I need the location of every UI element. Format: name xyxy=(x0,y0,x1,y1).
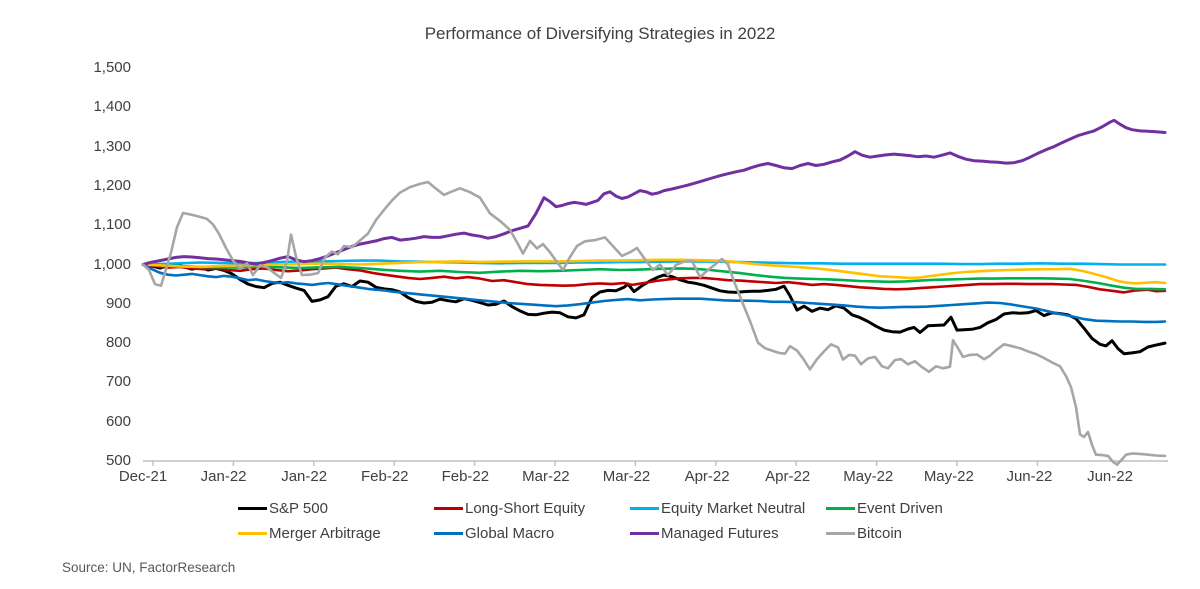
x-tick-label: May-22 xyxy=(923,468,974,485)
y-tick-label: 1,300 xyxy=(93,137,131,155)
legend-label: Equity Market Neutral xyxy=(661,500,806,517)
legend-swatch-icon xyxy=(434,506,463,511)
legend-item-equity-market-neutral: Equity Market Neutral xyxy=(630,500,826,517)
x-tick-label: Mar-22 xyxy=(602,468,651,485)
y-tick-label: 500 xyxy=(105,452,131,469)
y-tick-label: 1,400 xyxy=(93,98,131,116)
x-tick-label: Feb-22 xyxy=(360,468,409,485)
y-tick-label: 800 xyxy=(105,334,131,352)
x-tick-label: Jan-22 xyxy=(200,468,247,485)
legend-item-bitcoin: Bitcoin xyxy=(826,525,1008,542)
legend-item-s-p-500: S&P 500 xyxy=(238,500,434,517)
y-tick-label: 1,000 xyxy=(93,255,131,273)
series-line-bitcoin xyxy=(141,180,1167,466)
x-tick-label: Jan-22 xyxy=(281,468,328,485)
x-tick-label: Mar-22 xyxy=(522,468,570,485)
y-tick-label: 1,200 xyxy=(93,176,131,194)
legend-item-long-short-equity: Long-Short Equity xyxy=(434,500,630,517)
legend-item-merger-arbitrage: Merger Arbitrage xyxy=(238,525,434,542)
x-tick-label: May-22 xyxy=(843,468,894,485)
series-line-long-short-equity xyxy=(141,263,1167,294)
legend-swatch-icon xyxy=(630,506,659,511)
y-tick-label: 700 xyxy=(105,373,131,391)
legend-label: Event Driven xyxy=(857,500,943,517)
y-tick-label: 1,100 xyxy=(93,216,131,234)
legend-label: Global Macro xyxy=(465,525,555,542)
legend-label: Managed Futures xyxy=(661,525,779,542)
legend-swatch-icon xyxy=(826,531,855,536)
x-tick-label: Feb-22 xyxy=(441,468,490,485)
series-line-merger-arbitrage xyxy=(141,258,1167,285)
series-line-event-driven xyxy=(141,263,1167,291)
legend-label: S&P 500 xyxy=(269,500,328,517)
x-tick-label: Dec-21 xyxy=(118,468,168,485)
legend-swatch-icon xyxy=(434,531,463,536)
x-tick-label: Jun-22 xyxy=(1087,468,1133,485)
legend-item-global-macro: Global Macro xyxy=(434,525,630,542)
legend-item-event-driven: Event Driven xyxy=(826,500,1008,517)
x-tick-label: Apr-22 xyxy=(765,468,811,485)
x-tick-label: Jun-22 xyxy=(1006,468,1053,485)
y-tick-label: 1,500 xyxy=(93,59,131,76)
legend-swatch-icon xyxy=(826,506,855,511)
legend-item-managed-futures: Managed Futures xyxy=(630,525,826,542)
x-tick-label: Apr-22 xyxy=(684,468,730,485)
legend-swatch-icon xyxy=(238,531,267,536)
legend-label: Long-Short Equity xyxy=(465,500,586,517)
chart-title: Performance of Diversifying Strategies i… xyxy=(424,24,776,43)
y-tick-label: 600 xyxy=(105,412,131,430)
series-line-s-p-500 xyxy=(141,263,1167,356)
y-tick-label: 900 xyxy=(105,294,131,312)
legend-swatch-icon xyxy=(238,506,267,511)
legend-label: Bitcoin xyxy=(857,525,903,542)
series-line-managed-futures xyxy=(141,118,1167,266)
source-note: Source: UN, FactorResearch xyxy=(62,560,236,575)
chart-legend: S&P 500 Long-Short Equity Equity Market Ne… xyxy=(238,500,1008,542)
legend-swatch-icon xyxy=(630,531,659,536)
series-line-global-macro xyxy=(141,263,1167,324)
legend-label: Merger Arbitrage xyxy=(269,525,381,542)
